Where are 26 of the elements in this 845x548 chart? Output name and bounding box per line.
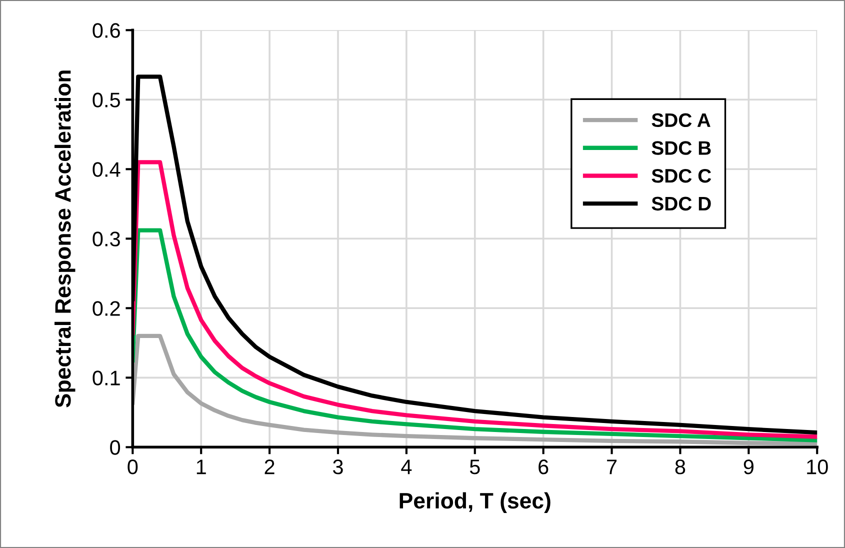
legend-label: SDC C	[652, 168, 712, 183]
y-tick-label: 0.5	[92, 92, 120, 108]
y-tick-label: 0	[110, 440, 120, 455]
line-series	[132, 334, 818, 446]
legend-label: SDC B	[652, 141, 711, 155]
x-tick-label: 3	[333, 460, 343, 474]
x-tick-label: 8	[675, 460, 686, 474]
y-tick-label: 0.1	[92, 370, 120, 386]
x-tick-label: 2	[264, 460, 274, 474]
y-tick-label: 0.2	[92, 301, 120, 316]
legend-label: SDC A	[652, 113, 710, 128]
x-axis-title: Period, T (sec)	[400, 492, 550, 513]
legend-label: SDC D	[652, 196, 711, 211]
x-tick-label: 1	[196, 460, 206, 474]
x-tick-label: 10	[807, 460, 828, 474]
y-tick-label: 0.3	[92, 232, 120, 246]
x-tick-label: 6	[538, 460, 548, 474]
x-tick-label: 5	[470, 460, 480, 474]
x-tick-label: 4	[401, 460, 412, 474]
y-tick-label: 0.6	[92, 23, 120, 38]
x-tick-label: 0	[128, 460, 138, 474]
x-tick-label: 9	[744, 460, 754, 474]
x-tick-label: 7	[607, 460, 617, 474]
y-axis-title: Spectral Response Acceleration	[54, 70, 76, 408]
line-series	[132, 228, 818, 442]
y-tick-label: 0.4	[92, 162, 120, 177]
